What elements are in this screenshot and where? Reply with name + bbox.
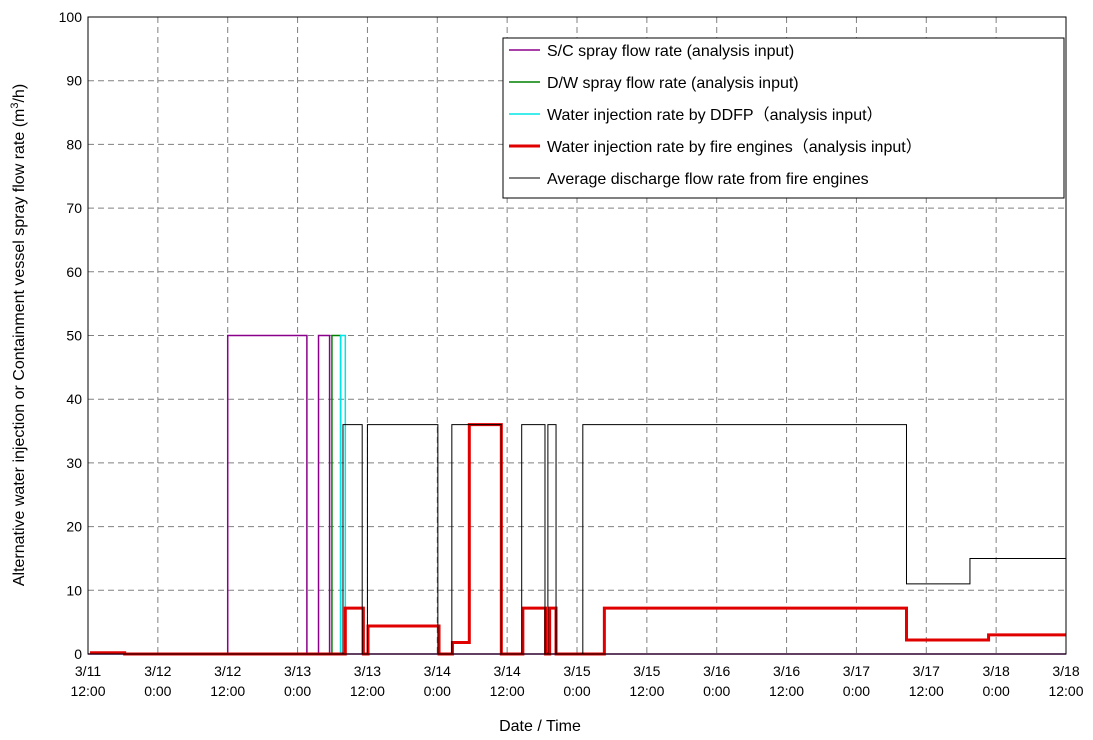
x-tick-time: 0:00 (703, 683, 730, 699)
x-tick-label: 3/17 0:00 (843, 663, 870, 699)
plot-frame (87, 16, 1067, 655)
x-tick-time: 12:00 (769, 683, 804, 699)
x-tick-time: 12:00 (490, 683, 525, 699)
x-tick-date: 3/14 (424, 663, 451, 679)
x-tick-date: 3/14 (494, 663, 521, 679)
x-tick-date: 3/18 (983, 663, 1010, 679)
x-tick-label: 3/13 12:00 (350, 663, 385, 699)
x-tick-label: 3/11 12:00 (70, 663, 105, 699)
x-tick-time: 12:00 (70, 683, 105, 699)
y-tick-label: 100 (59, 9, 83, 25)
y-tick-label: 90 (66, 73, 82, 89)
x-tick-label: 3/16 12:00 (769, 663, 804, 699)
x-tick-date: 3/15 (563, 663, 590, 679)
x-tick-time: 0:00 (563, 683, 590, 699)
y-tick-label: 20 (66, 519, 82, 535)
x-tick-label: 3/15 12:00 (629, 663, 664, 699)
legend-label: Water injection rate by DDFP（analysis in… (547, 106, 883, 124)
x-tick-label: 3/17 12:00 (909, 663, 944, 699)
x-tick-label: 3/14 0:00 (424, 663, 451, 699)
y-tick-label: 50 (66, 328, 82, 344)
x-tick-time: 12:00 (210, 683, 245, 699)
y-tick-label: 40 (66, 391, 82, 407)
series-line-3 (339, 334, 347, 654)
legend-label: D/W spray flow rate (analysis input) (547, 75, 799, 92)
legend-label: Average discharge flow rate from fire en… (547, 171, 869, 188)
x-tick-label: 3/16 0:00 (703, 663, 730, 699)
x-tick-time: 0:00 (144, 683, 171, 699)
y-tick-label: 80 (66, 136, 82, 152)
x-tick-label: 3/15 0:00 (563, 663, 590, 699)
y-tick-label: 60 (66, 264, 82, 280)
x-tick-date: 3/17 (913, 663, 940, 679)
x-tick-date: 3/17 (843, 663, 870, 679)
legend-label: S/C spray flow rate (analysis input) (547, 43, 794, 60)
x-axis-title: Date / Time (499, 718, 581, 735)
x-tick-date: 3/18 (1052, 663, 1079, 679)
x-tick-time: 12:00 (909, 683, 944, 699)
x-tick-date: 3/13 (354, 663, 381, 679)
x-tick-label: 3/12 0:00 (144, 663, 171, 699)
legend-label: Water injection rate by fire engines（ana… (547, 138, 922, 156)
x-tick-time: 0:00 (424, 683, 451, 699)
x-tick-label: 3/14 12:00 (490, 663, 525, 699)
x-tick-label: 3/12 12:00 (210, 663, 245, 699)
x-tick-time: 0:00 (983, 683, 1010, 699)
x-tick-label: 3/18 12:00 (1048, 663, 1083, 699)
y-tick-label: 0 (74, 646, 82, 662)
y-axis-title-superscript: 3 (9, 103, 21, 109)
x-tick-labels: 3/11 12:00 3/12 0:00 3/12 12:00 3/13 0:00 3/13 12… (70, 663, 1083, 699)
x-tick-label: 3/18 0:00 (983, 663, 1010, 699)
x-tick-date: 3/11 (75, 663, 101, 679)
y-tick-label: 70 (66, 200, 82, 216)
y-axis-title: Alternative water injection or Containme… (9, 84, 28, 586)
y-axis-title-end: /h) (11, 84, 28, 103)
y-tick-label: 10 (66, 582, 82, 598)
x-tick-time: 12:00 (1048, 683, 1083, 699)
legend-box (502, 37, 1065, 199)
x-tick-date: 3/12 (144, 663, 171, 679)
legend: S/C spray flow rate (analysis input) D/W … (502, 37, 1065, 199)
x-tick-date: 3/15 (633, 663, 660, 679)
x-tick-time: 0:00 (843, 683, 870, 699)
x-tick-date: 3/12 (214, 663, 241, 679)
y-tick-labels: 0 10 20 30 40 50 60 70 80 90 100 (59, 9, 83, 662)
y-axis-title-main: Alternative water injection or Containme… (11, 109, 28, 587)
x-tick-time: 12:00 (350, 683, 385, 699)
x-tick-date: 3/16 (703, 663, 730, 679)
x-tick-time: 0:00 (284, 683, 311, 699)
x-tick-label: 3/13 0:00 (284, 663, 311, 699)
x-tick-date: 3/13 (284, 663, 311, 679)
x-tick-time: 12:00 (629, 683, 664, 699)
x-tick-date: 3/16 (773, 663, 800, 679)
y-tick-label: 30 (66, 455, 82, 471)
